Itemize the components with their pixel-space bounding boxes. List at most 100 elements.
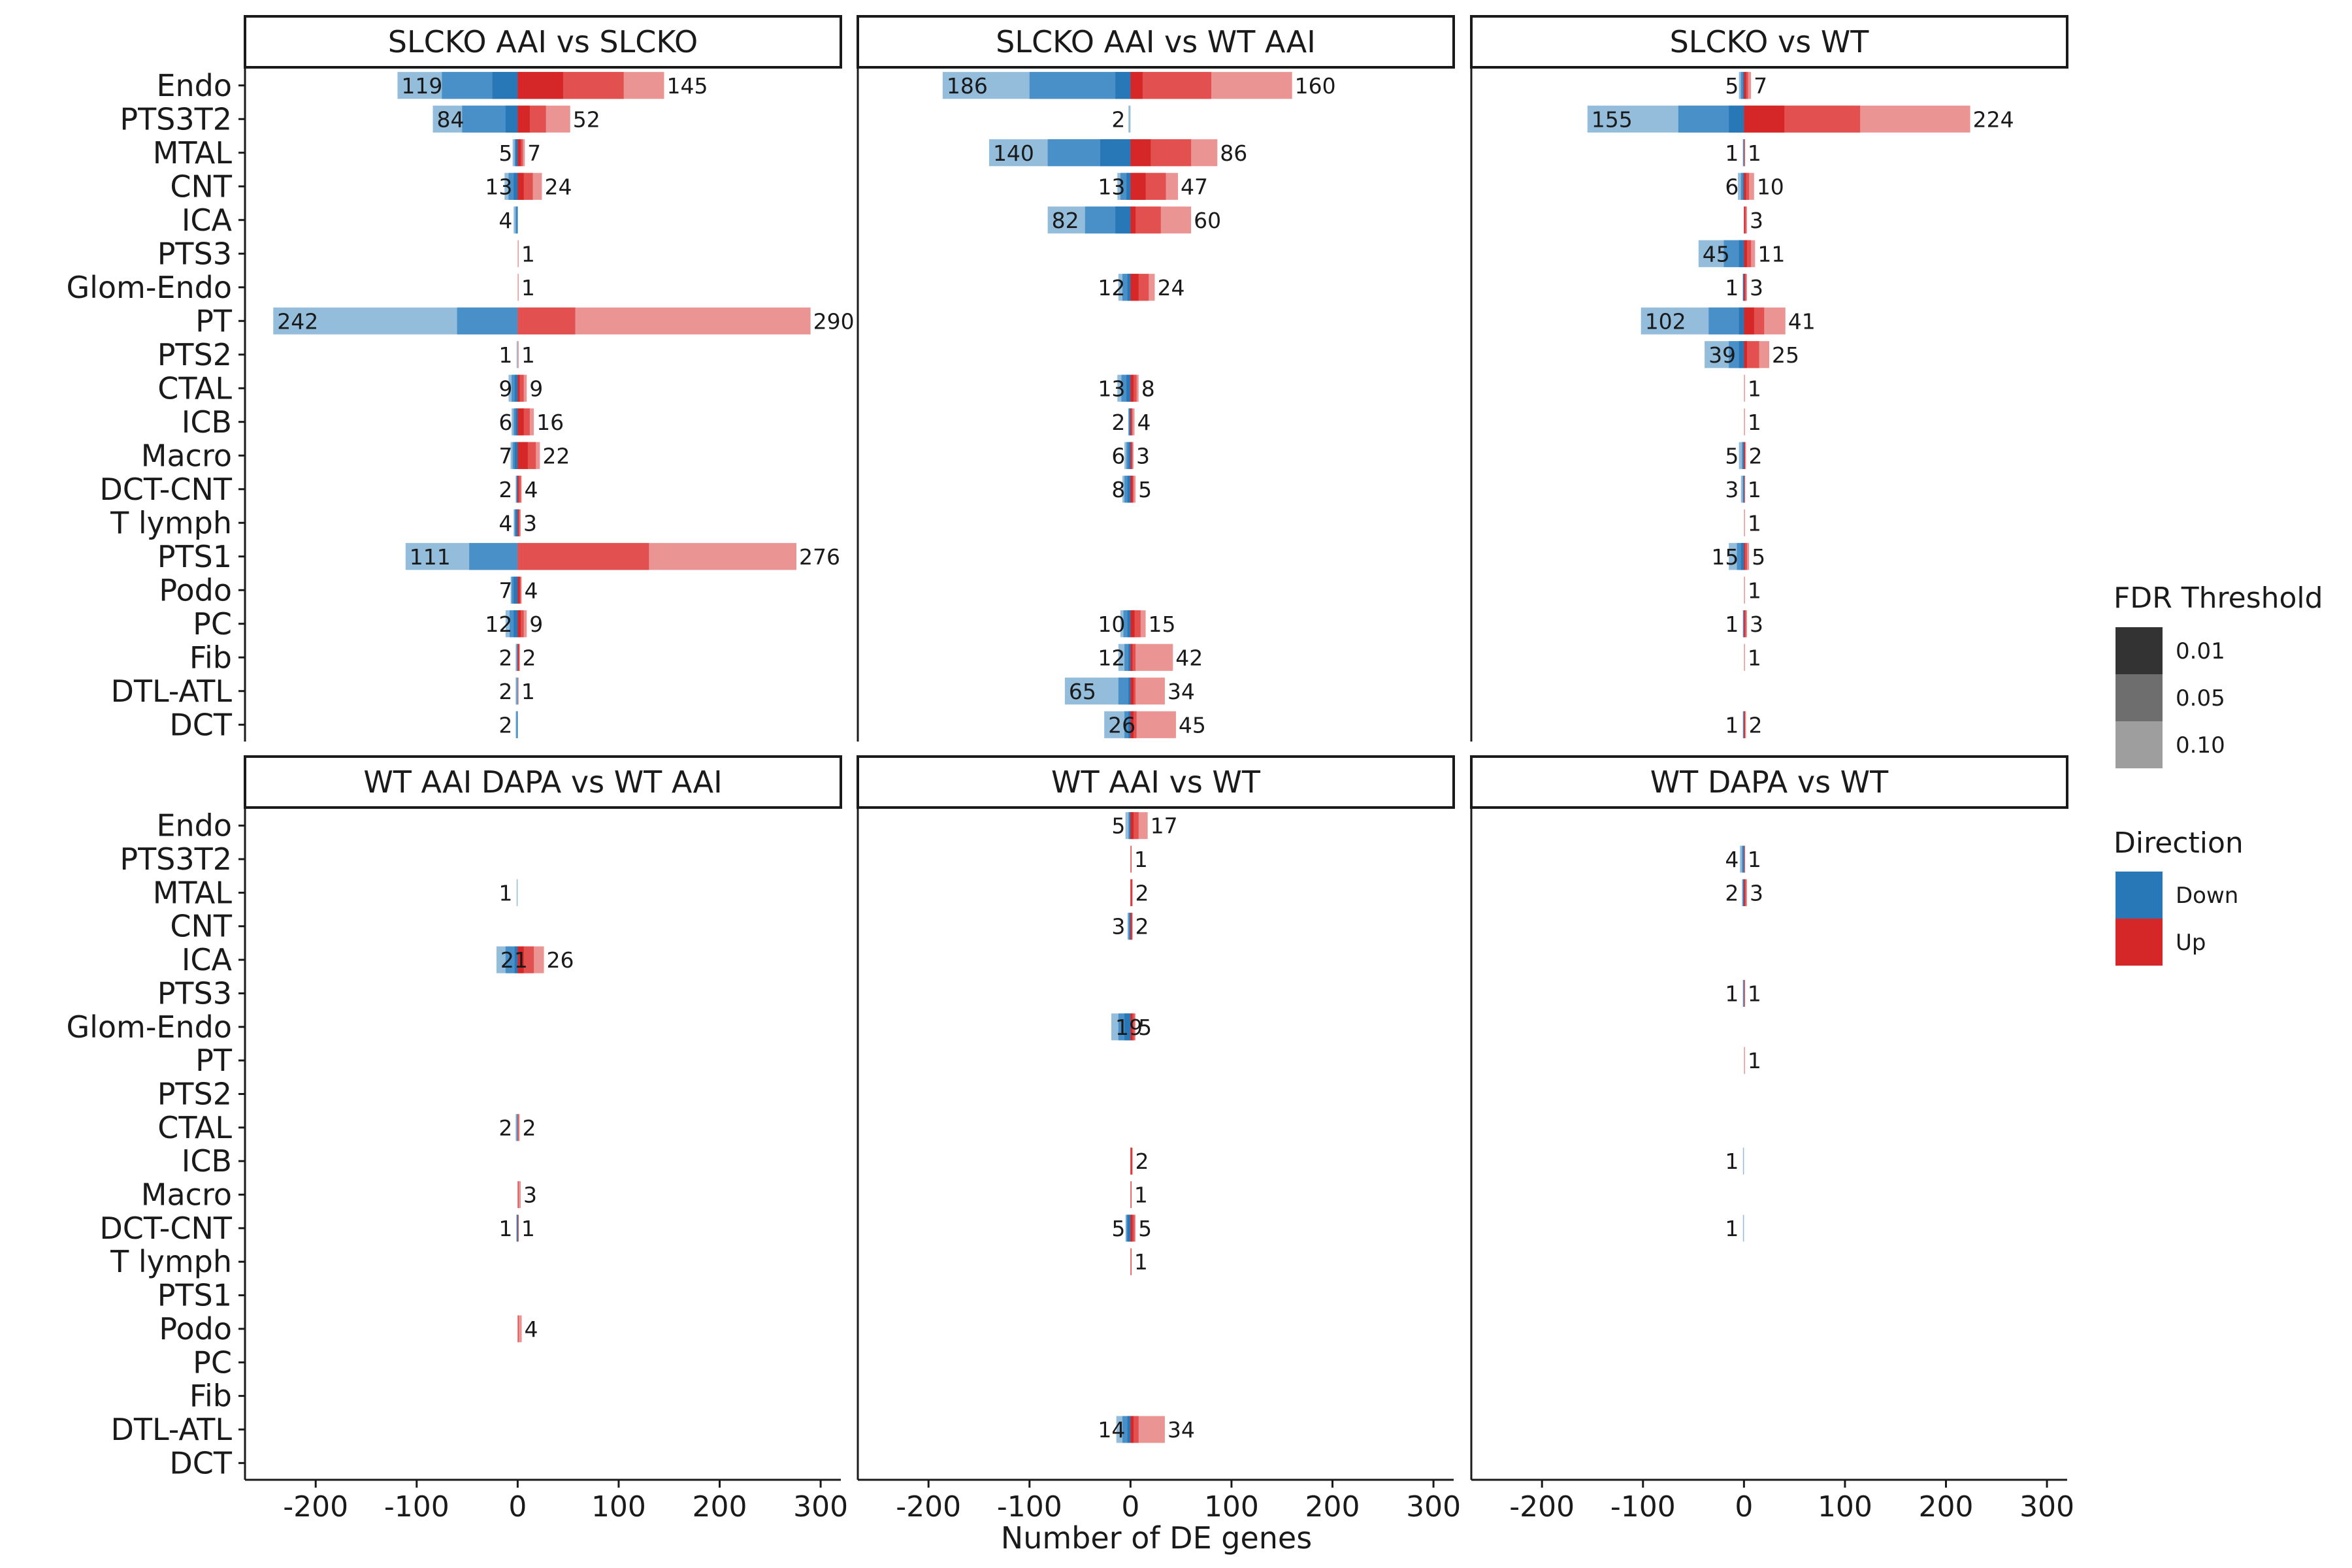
panel-title: WT DAPA vs WT	[1650, 764, 1889, 800]
value-label-down: 84	[437, 106, 465, 132]
y-tick-label-pt: PT	[195, 303, 233, 338]
bar-down-fdr-0.05	[516, 644, 518, 671]
bar-up-fdr-0.05	[1744, 139, 1745, 167]
y-tick-label-t-lymph: T lymph	[110, 505, 232, 540]
bar-up-fdr-0.10	[1744, 509, 1745, 536]
bar-down-fdr-0.05	[1740, 172, 1744, 200]
panel-strip	[1470, 755, 2068, 809]
value-label-down: 65	[1069, 679, 1096, 704]
y-tick-label-fib: Fib	[189, 1379, 232, 1414]
value-label-up: 9	[529, 376, 543, 401]
bar-down-fdr-0.01	[516, 711, 518, 738]
y-tick-label-mtal: MTAL	[153, 875, 233, 910]
value-label-up: 1	[1748, 477, 1761, 502]
value-label-down: 2	[498, 679, 512, 704]
bar-group-pts1: 111 276	[405, 543, 840, 570]
bar-down-fdr-0.01	[514, 442, 518, 469]
bar-down-fdr-0.05	[1124, 644, 1131, 671]
value-label-up: 2	[1135, 880, 1149, 906]
bar-group-icb: 6 16	[498, 408, 564, 436]
y-tick-label-macro: Macro	[141, 1177, 232, 1213]
fdr-legend-label-2: 0.10	[2176, 732, 2225, 759]
legend: FDR Threshold 0.01 0.05 0.10 Direction D…	[2114, 581, 2323, 966]
value-label-down: 4	[498, 510, 512, 536]
bar-up-fdr-0.01	[1744, 240, 1747, 267]
x-tick-label: 200	[1919, 1490, 1974, 1524]
bar-up-fdr-0.01	[1130, 644, 1133, 671]
x-tick-label: 300	[1406, 1490, 1461, 1524]
bar-down-fdr-0.01	[515, 408, 518, 436]
panel-title: SLCKO AAI vs SLCKO	[388, 24, 698, 59]
bar-group-endo: 5 17	[1111, 812, 1178, 840]
value-label-up: 41	[1788, 308, 1816, 334]
bar-up-fdr-0.01	[517, 105, 530, 133]
bar-down-fdr-0.10	[1128, 105, 1131, 133]
value-label-up: 3	[1750, 880, 1763, 906]
value-label-up: 4	[1137, 410, 1151, 435]
value-label-down: 1	[498, 880, 512, 906]
y-tick-label-dct: DCT	[169, 707, 233, 742]
bar-up-fdr-0.01	[1130, 678, 1134, 705]
bar-group-icb: 2	[1130, 1147, 1149, 1175]
value-label-down: 2	[498, 712, 512, 738]
value-label-down: 2	[1725, 880, 1739, 906]
bar-up-fdr-0.10	[517, 1181, 521, 1209]
bar-up-fdr-0.01	[1130, 1215, 1133, 1242]
value-label-up: 22	[542, 443, 570, 468]
panel-strip	[1470, 15, 2068, 69]
value-label-down: 10	[1098, 612, 1125, 637]
value-label-down: 186	[947, 73, 988, 99]
y-tick-label-dct: DCT	[169, 1445, 233, 1480]
bar-group-pts3t2: 84 52	[433, 105, 600, 133]
bar-up-fdr-0.05	[1130, 1181, 1132, 1209]
bar-group-ica: 3	[1744, 206, 1763, 234]
bar-down-fdr-0.05	[469, 543, 518, 570]
bar-up-fdr-0.01	[1130, 206, 1136, 234]
bar-group-dct-cnt: 1	[1725, 1215, 1744, 1242]
value-label-up: 47	[1181, 174, 1208, 199]
bar-down-fdr-0.10	[1742, 1147, 1744, 1175]
value-label-down: 1	[1725, 1216, 1739, 1241]
value-label-up: 1	[521, 275, 535, 301]
panel-title: SLCKO AAI vs WT AAI	[996, 24, 1316, 59]
x-tick-label: 100	[1204, 1490, 1259, 1524]
x-tick-label: 100	[1818, 1490, 1872, 1524]
bar-group-dtl-atl: 14 34	[1098, 1416, 1195, 1443]
value-label-up: 1	[1748, 1048, 1761, 1073]
panel-slcko-aai-vs-slcko: SLCKO AAI vs SLCKOEndoPTS3T2MTALCNTICAPT…	[66, 15, 855, 742]
bar-down-fdr-0.01	[1739, 341, 1744, 368]
y-tick-label-ica: ICA	[182, 203, 233, 238]
value-label-up: 160	[1295, 73, 1336, 99]
bar-up-fdr-0.01	[1744, 206, 1745, 234]
value-label-up: 1	[1748, 140, 1761, 166]
value-label-up: 5	[1138, 1216, 1152, 1241]
y-tick-label-podo: Podo	[159, 572, 232, 608]
bar-down-fdr-0.01	[1128, 644, 1131, 671]
value-label-up: 1	[1748, 645, 1761, 670]
y-tick-label-pts1: PTS1	[157, 539, 232, 574]
bar-group-pt: 102 41	[1641, 307, 1816, 335]
bar-up-fdr-0.05	[1744, 341, 1759, 368]
y-tick-label-pts2: PTS2	[157, 1076, 232, 1111]
value-label-up: 9	[529, 612, 543, 637]
value-label-down: 1	[1725, 981, 1739, 1006]
bar-group-t-lymph: 1	[1744, 509, 1761, 536]
y-tick-label-pc: PC	[193, 1345, 232, 1380]
y-tick-label-mtal: MTAL	[153, 135, 233, 171]
bar-up-fdr-0.01	[517, 476, 519, 503]
panel-strip	[244, 755, 842, 809]
bar-up-fdr-0.01	[1744, 307, 1754, 335]
x-tick-label: 300	[2019, 1490, 2074, 1524]
bar-up-fdr-0.01	[1744, 711, 1745, 738]
bar-up-fdr-0.01	[517, 610, 521, 638]
